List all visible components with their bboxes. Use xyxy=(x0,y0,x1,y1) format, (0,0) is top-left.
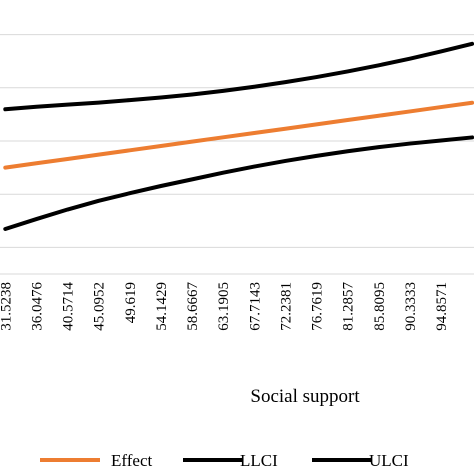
x-tick-label: 54.1429 xyxy=(154,282,170,331)
x-tick-label: 67.7143 xyxy=(247,282,263,331)
series-lines xyxy=(3,41,474,231)
legend: Effect LLCI ULCI xyxy=(40,451,409,470)
x-tick-label: 63.1905 xyxy=(216,282,232,331)
gridlines xyxy=(0,34,474,275)
legend-label-llci: LLCI xyxy=(240,451,278,470)
x-tick-label: 85.8095 xyxy=(372,282,388,331)
x-tick-label: 90.3333 xyxy=(403,282,419,331)
x-tick-label: 49.619 xyxy=(123,282,139,323)
x-tick-label: 45.0952 xyxy=(92,282,108,331)
x-tick-label: 94.8571 xyxy=(434,282,450,331)
series-line-ulci xyxy=(3,41,474,112)
x-tick-label: 36.0476 xyxy=(29,282,45,331)
x-tick-label: 72.2381 xyxy=(278,282,294,331)
legend-label-effect: Effect xyxy=(111,451,152,470)
legend-label-ulci: ULCI xyxy=(369,451,409,470)
x-tick-label: 40.5714 xyxy=(61,282,77,331)
x-tick-label: 58.6667 xyxy=(185,282,201,331)
x-tick-labels: 31.5238 36.0476 40.5714 45.0952 49.619 54.142… xyxy=(0,282,450,331)
x-tick-label: 81.2857 xyxy=(341,282,357,331)
x-tick-label: 76.7619 xyxy=(310,282,326,331)
x-tick-label: 31.5238 xyxy=(0,282,14,331)
x-axis-title: Social support xyxy=(250,386,360,407)
series-line-effect xyxy=(3,100,474,170)
series-line-llci xyxy=(3,135,474,231)
